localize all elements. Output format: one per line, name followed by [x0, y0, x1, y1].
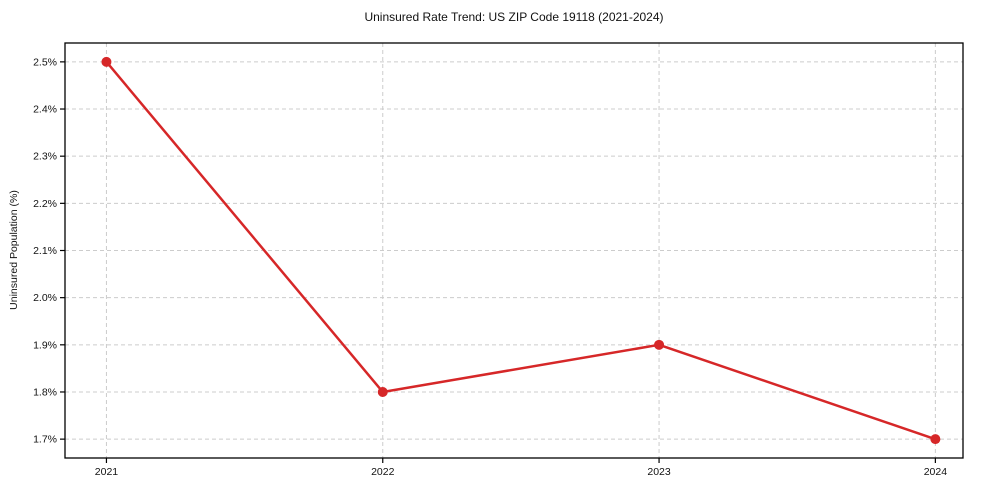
y-tick-label: 1.9% [33, 339, 57, 351]
y-tick-label: 1.8% [33, 386, 57, 398]
y-tick-label: 2.5% [33, 56, 57, 68]
data-point-marker [930, 434, 941, 445]
y-tick-label: 2.1% [33, 245, 57, 257]
y-tick-label: 2.4% [33, 104, 57, 116]
data-point-marker [654, 339, 665, 350]
x-tick-label: 2024 [924, 466, 948, 478]
data-point-marker [101, 56, 112, 67]
plot-border [64, 42, 964, 459]
chart-title: Uninsured Rate Trend: US ZIP Code 19118 … [364, 10, 664, 24]
x-tick-label: 2021 [95, 466, 119, 478]
series-line [105, 60, 937, 441]
data-point-marker [377, 386, 388, 397]
x-tick-label: 2022 [371, 466, 395, 478]
y-tick-label: 2.0% [33, 292, 57, 304]
y-tick-label: 2.3% [33, 151, 57, 163]
y-tick-label: 2.2% [33, 198, 57, 210]
y-tick-label: 1.7% [33, 434, 57, 446]
x-tick-label: 2023 [647, 466, 671, 478]
